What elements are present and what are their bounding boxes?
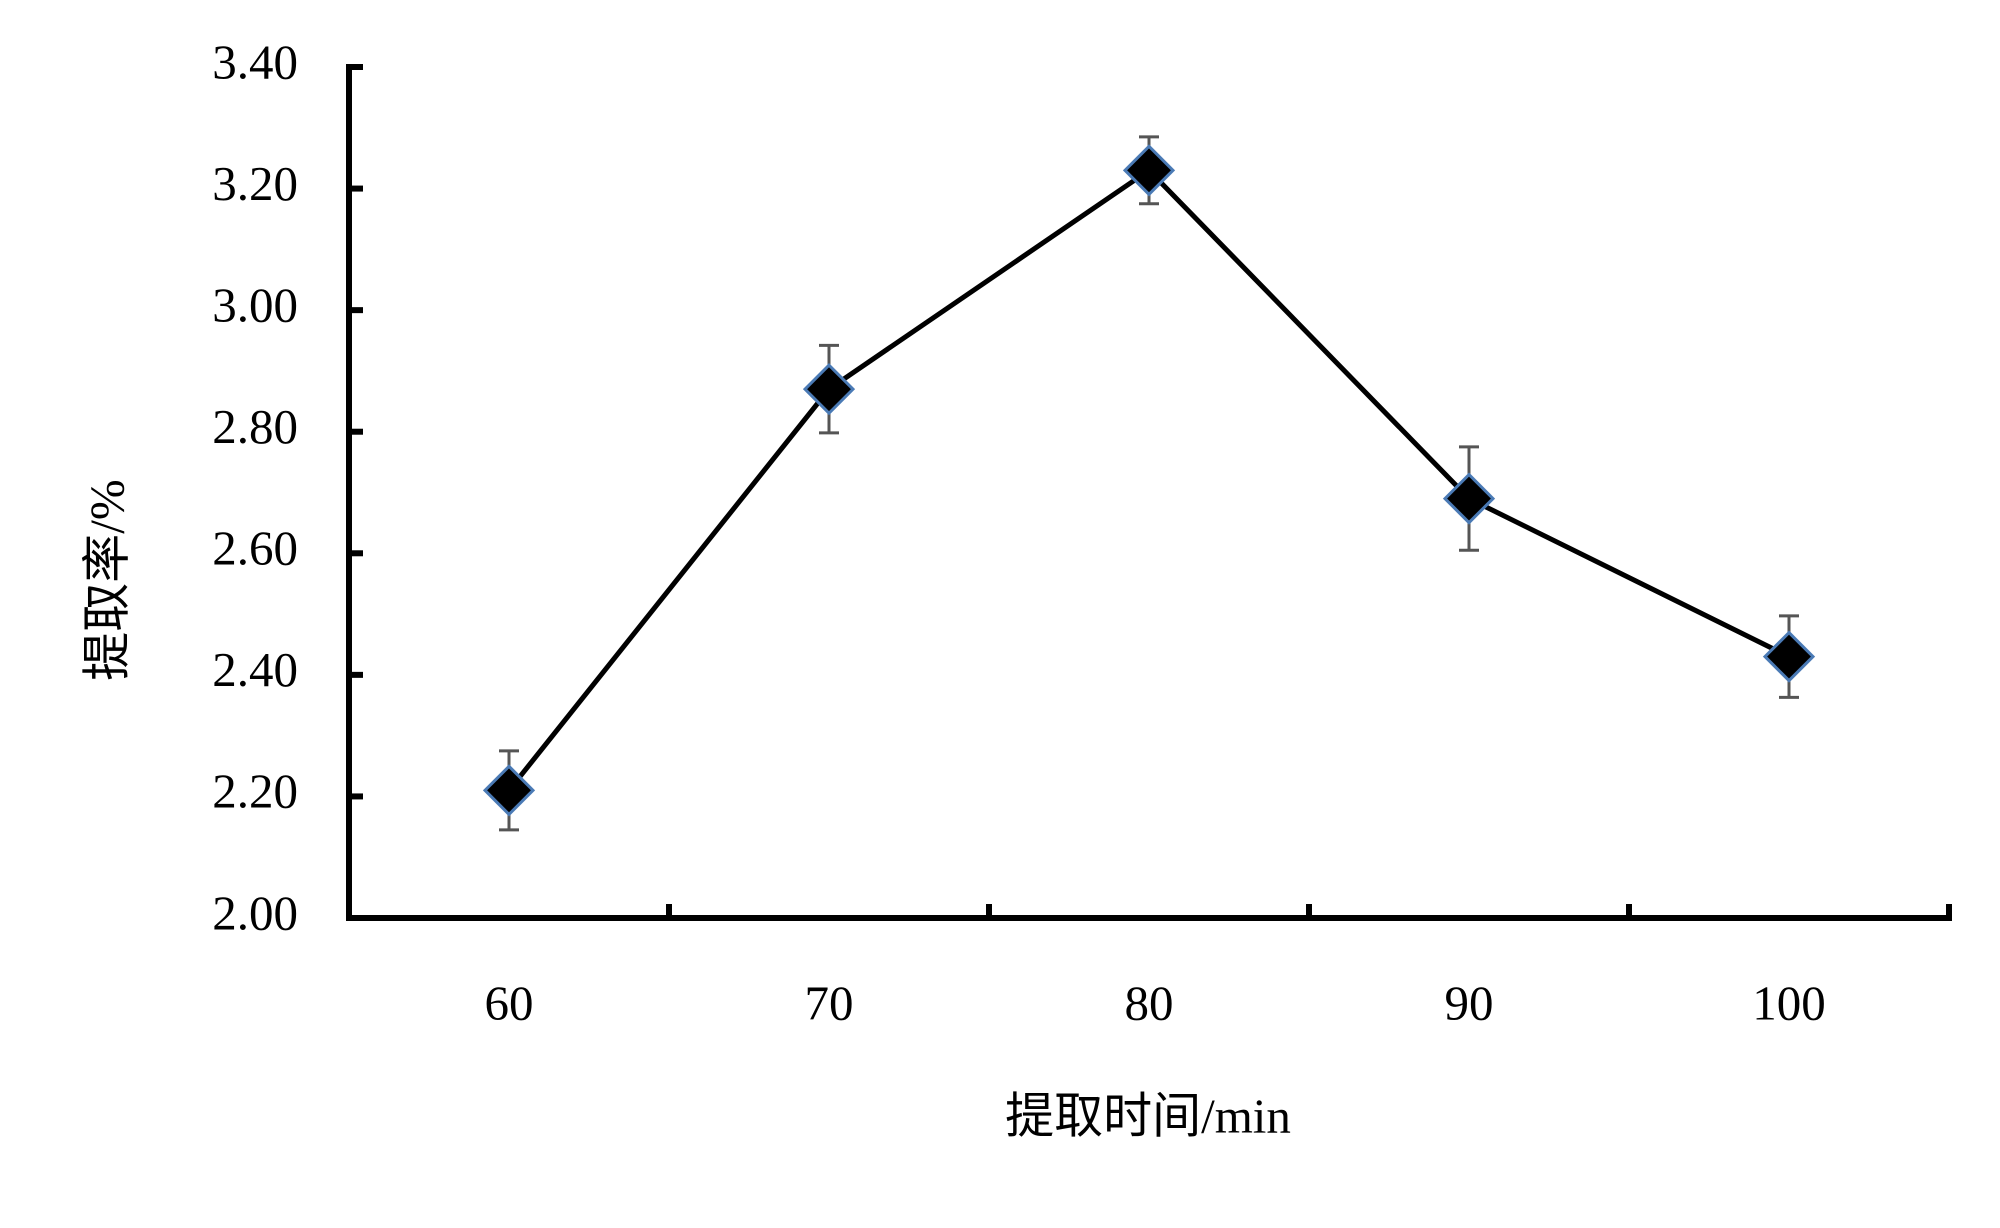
y-tick-label: 2.20 <box>212 764 298 819</box>
x-tick-label: 80 <box>1125 975 1174 1030</box>
y-tick-label: 3.00 <box>212 277 298 332</box>
data-line <box>507 167 1791 792</box>
y-tick-label: 3.20 <box>212 156 298 211</box>
marker <box>1442 472 1496 525</box>
y-tick-label: 2.80 <box>212 399 298 454</box>
y-axis-title: 提取率/% <box>79 479 134 680</box>
x-tick-label: 60 <box>485 975 534 1030</box>
x-tick-label: 70 <box>805 975 854 1030</box>
x-axis-title: 提取时间/min <box>1005 1088 1291 1143</box>
y-tick-label: 2.40 <box>212 642 298 697</box>
x-tick-label: 100 <box>1752 975 1826 1030</box>
marker <box>1122 144 1176 197</box>
y-tick-label: 3.40 <box>212 34 298 89</box>
marker <box>482 764 536 817</box>
y-tick-label: 2.60 <box>212 521 298 576</box>
y-tick-label: 2.00 <box>212 885 298 940</box>
x-tick-label: 90 <box>1445 975 1494 1030</box>
marker <box>1762 630 1816 683</box>
marker <box>802 363 856 416</box>
